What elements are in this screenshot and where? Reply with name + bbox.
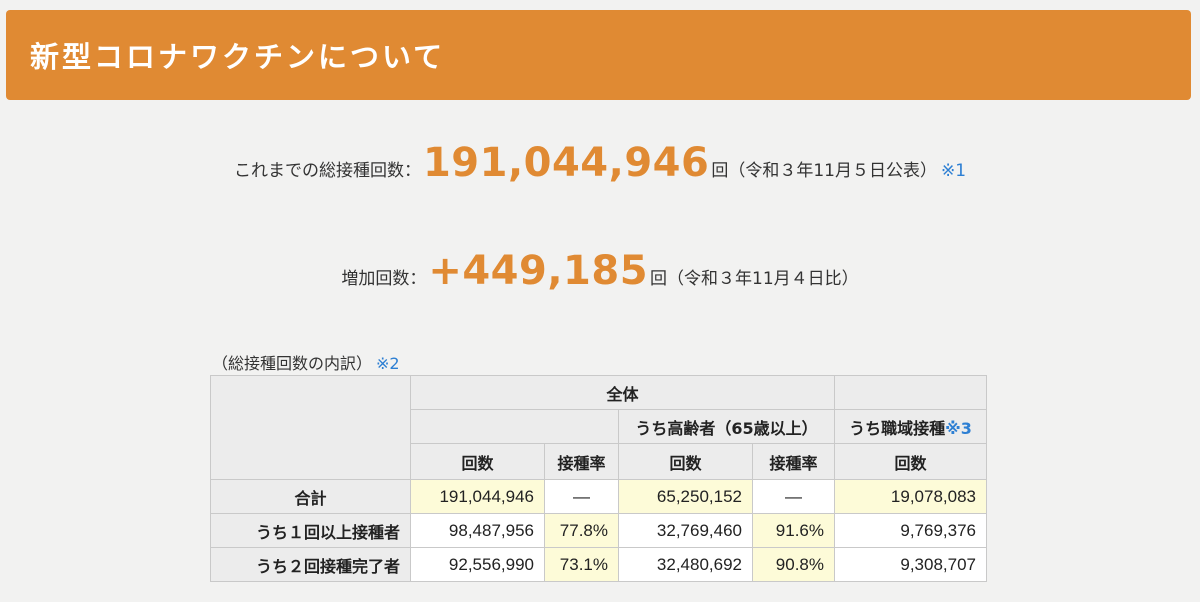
cell-all-rate: 77.8% <box>544 513 619 548</box>
increase-line: 増加回数： +449,185 回（令和３年11月４日比） <box>0 248 1200 294</box>
note-3-link[interactable]: ※3 <box>945 418 972 438</box>
header-workplace-label: うち職域接種 <box>849 418 946 438</box>
header-all-rate: 接種率 <box>544 443 619 480</box>
cell-all-count: 191,044,946 <box>410 479 545 514</box>
page-header: 新型コロナワクチンについて <box>6 10 1191 100</box>
row-label: うち１回以上接種者 <box>210 513 411 548</box>
cell-elderly-rate: — <box>752 479 835 514</box>
page-title: 新型コロナワクチンについて <box>30 40 446 74</box>
total-label: これまでの総接種回数： <box>233 161 421 181</box>
total-vaccinations-line: これまでの総接種回数： 191,044,946 回（令和３年11月５日公表） ※… <box>0 140 1200 186</box>
row-label: うち２回接種完了者 <box>210 547 411 582</box>
header-all: 全体 <box>410 375 835 410</box>
cell-all-rate: 73.1% <box>544 547 619 582</box>
total-value: 191,044,946 <box>422 140 710 186</box>
cell-all-count: 92,556,990 <box>410 547 545 582</box>
cell-all-rate: — <box>544 479 619 514</box>
table-row-second-dose: うち２回接種完了者 92,556,990 73.1% 32,480,692 90… <box>210 547 987 582</box>
table-row-total: 合計 191,044,946 — 65,250,152 — 19,078,083 <box>210 479 987 514</box>
increase-label: 増加回数： <box>341 269 427 289</box>
cell-elderly-count: 65,250,152 <box>618 479 753 514</box>
cell-workplace-count: 19,078,083 <box>834 479 987 514</box>
cell-all-count: 98,487,956 <box>410 513 545 548</box>
cell-workplace-count: 9,769,376 <box>834 513 987 548</box>
increase-value: +449,185 <box>428 248 649 294</box>
header-workplace-spacer <box>834 375 987 410</box>
header-corner <box>210 375 411 480</box>
row-label: 合計 <box>210 479 411 514</box>
note-2-link[interactable]: ※2 <box>376 354 400 373</box>
breakdown-caption: （総接種回数の内訳） ※2 <box>212 350 400 374</box>
header-workplace-count: 回数 <box>834 443 987 480</box>
header-all-spacer <box>410 409 619 444</box>
header-elderly-count: 回数 <box>618 443 753 480</box>
note-1-link[interactable]: ※1 <box>940 161 967 181</box>
header-workplace: うち職域接種※3 <box>834 409 987 444</box>
header-elderly: うち高齢者（65歳以上） <box>618 409 835 444</box>
header-all-count: 回数 <box>410 443 545 480</box>
breakdown-table: 全体 うち高齢者（65歳以上） うち職域接種※3 回数 接種率 回数 接種率 回… <box>210 375 987 582</box>
cell-elderly-count: 32,769,460 <box>618 513 753 548</box>
increase-unit-note: 回（令和３年11月４日比） <box>650 269 859 289</box>
cell-workplace-count: 9,308,707 <box>834 547 987 582</box>
cell-elderly-rate: 90.8% <box>752 547 835 582</box>
breakdown-caption-text: （総接種回数の内訳） <box>212 354 373 373</box>
header-elderly-rate: 接種率 <box>752 443 835 480</box>
table-row-first-dose: うち１回以上接種者 98,487,956 77.8% 32,769,460 91… <box>210 513 987 548</box>
cell-elderly-count: 32,480,692 <box>618 547 753 582</box>
total-unit-note: 回（令和３年11月５日公表） <box>711 161 937 181</box>
cell-elderly-rate: 91.6% <box>752 513 835 548</box>
